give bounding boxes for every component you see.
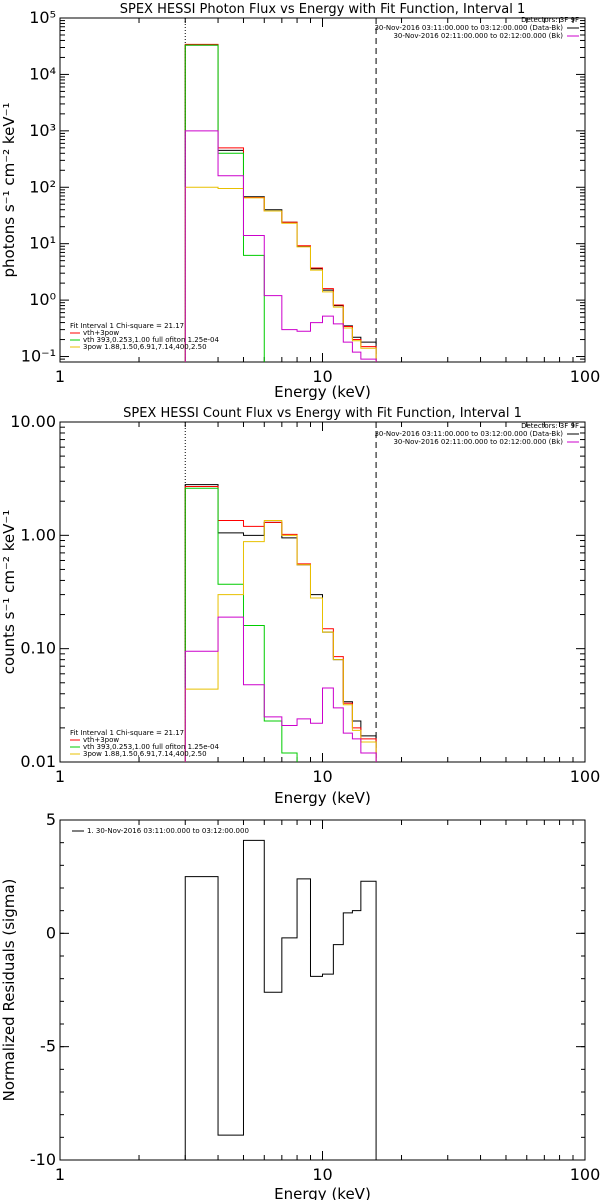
y-tick-label: 10.00 — [10, 412, 56, 431]
chart-title: SPEX HESSI Count Flux vs Energy with Fit… — [123, 406, 522, 421]
series-data-bk-line — [184, 484, 377, 762]
chart-title: SPEX HESSI Photon Flux vs Energy with Fi… — [120, 2, 526, 17]
legend-fit-entry: vth 393,0.253,1.00 full ofiton 1.25e-04 — [83, 743, 219, 751]
x-axis-label: Energy (keV) — [274, 789, 371, 807]
legend-fit-header: Fit Interval 1 Chi-square = 21.17 — [70, 729, 184, 737]
legend-fit-entry: 3pow 1.88,1.50,6.91,7.14,400,2.50 — [83, 343, 207, 351]
x-tick-label: 100 — [570, 1165, 600, 1184]
series-vth-3pow-line — [184, 43, 377, 362]
series-vth-line — [184, 487, 377, 762]
y-axis-label: photons s⁻¹ cm⁻² keV⁻¹ — [0, 103, 18, 278]
residuals-panel: 1 10 100 Energy (keV) -10 -5 0 5 Normalized Resi… — [0, 810, 600, 1200]
plot-frame — [59, 17, 586, 363]
series-bk-line — [184, 616, 377, 762]
x-tick-label: 1 — [55, 367, 65, 386]
legend-time-entry: 30-Nov-2016 03:11:00.000 to 03:12:00.000… — [374, 24, 563, 32]
y-tick-label: -5 — [40, 1037, 56, 1056]
x-tick-label: 10 — [312, 367, 332, 386]
legend-detectors-header: Detectors: 3F 9F — [521, 16, 579, 24]
y-tick-label: 10³ — [29, 121, 56, 140]
series-3pow-line — [184, 520, 377, 762]
x-tick-label: 10 — [312, 767, 332, 786]
data-layer — [184, 484, 377, 762]
y-tick-label: 10¹ — [29, 234, 56, 253]
y-tick-label: 10⁰ — [29, 290, 56, 309]
x-axis-label: Energy (keV) — [274, 383, 371, 401]
y-tick-label: 10² — [29, 177, 56, 196]
y-tick-label: 0.10 — [20, 639, 56, 658]
legend-time-entry: 30-Nov-2016 03:11:00.000 to 03:12:00.000… — [374, 430, 563, 438]
legend-time-entry: 30-Nov-2016 02:11:00.000 to 02:12:00.000… — [393, 32, 563, 40]
legend-fit-entry: vth+3pow — [83, 329, 119, 337]
y-axis-label: Normalized Residuals (sigma) — [0, 879, 18, 1102]
x-tick-label: 100 — [570, 767, 600, 786]
legend-fit-entry: vth 393,0.253,1.00 full ofiton 1.25e-04 — [83, 336, 219, 344]
y-tick-label: 0 — [46, 923, 56, 942]
count-flux-panel: SPEX HESSI Count Flux vs Energy with Fit… — [0, 406, 600, 807]
x-axis-label: Energy (keV) — [274, 1185, 371, 1200]
data-layer — [184, 839, 377, 1160]
series-bk-line — [184, 130, 377, 362]
series-vth-line — [184, 44, 377, 362]
y-tick-label: 10⁵ — [29, 8, 56, 27]
legend-fit-header: Fit Interval 1 Chi-square = 21.17 — [70, 322, 184, 330]
series-data-bk-line — [184, 44, 377, 362]
x-tick-label: 100 — [570, 367, 600, 386]
y-tick-label: -10 — [30, 1150, 56, 1169]
y-axis-label: counts s⁻¹ cm⁻² keV⁻¹ — [0, 510, 18, 675]
legend-detectors-header: Detectors: 3F 9F — [521, 422, 579, 430]
legend-fit-entry: 3pow 1.88,1.50,6.91,7.14,400,2.50 — [83, 750, 207, 758]
y-tick-label: 10⁴ — [29, 64, 56, 83]
y-tick-label: 10⁻¹ — [21, 347, 56, 366]
legend-time-entry: 30-Nov-2016 02:11:00.000 to 02:12:00.000… — [393, 438, 563, 446]
y-tick-label: 0.01 — [20, 752, 56, 771]
series-1-line — [184, 839, 377, 1160]
data-layer — [184, 43, 377, 362]
legend-fit-entry: vth+3pow — [83, 736, 119, 744]
x-tick-label: 10 — [312, 1165, 332, 1184]
y-tick-label: 5 — [46, 810, 56, 829]
y-tick-label: 1.00 — [20, 525, 56, 544]
photon-flux-panel: SPEX HESSI Photon Flux vs Energy with Fi… — [0, 2, 600, 401]
legend-interval-entry: 1. 30-Nov-2016 03:11:00.000 to 03:12:00.… — [87, 827, 249, 835]
plot-frame — [59, 819, 586, 1161]
x-tick-label: 1 — [55, 1165, 65, 1184]
x-tick-label: 1 — [55, 767, 65, 786]
